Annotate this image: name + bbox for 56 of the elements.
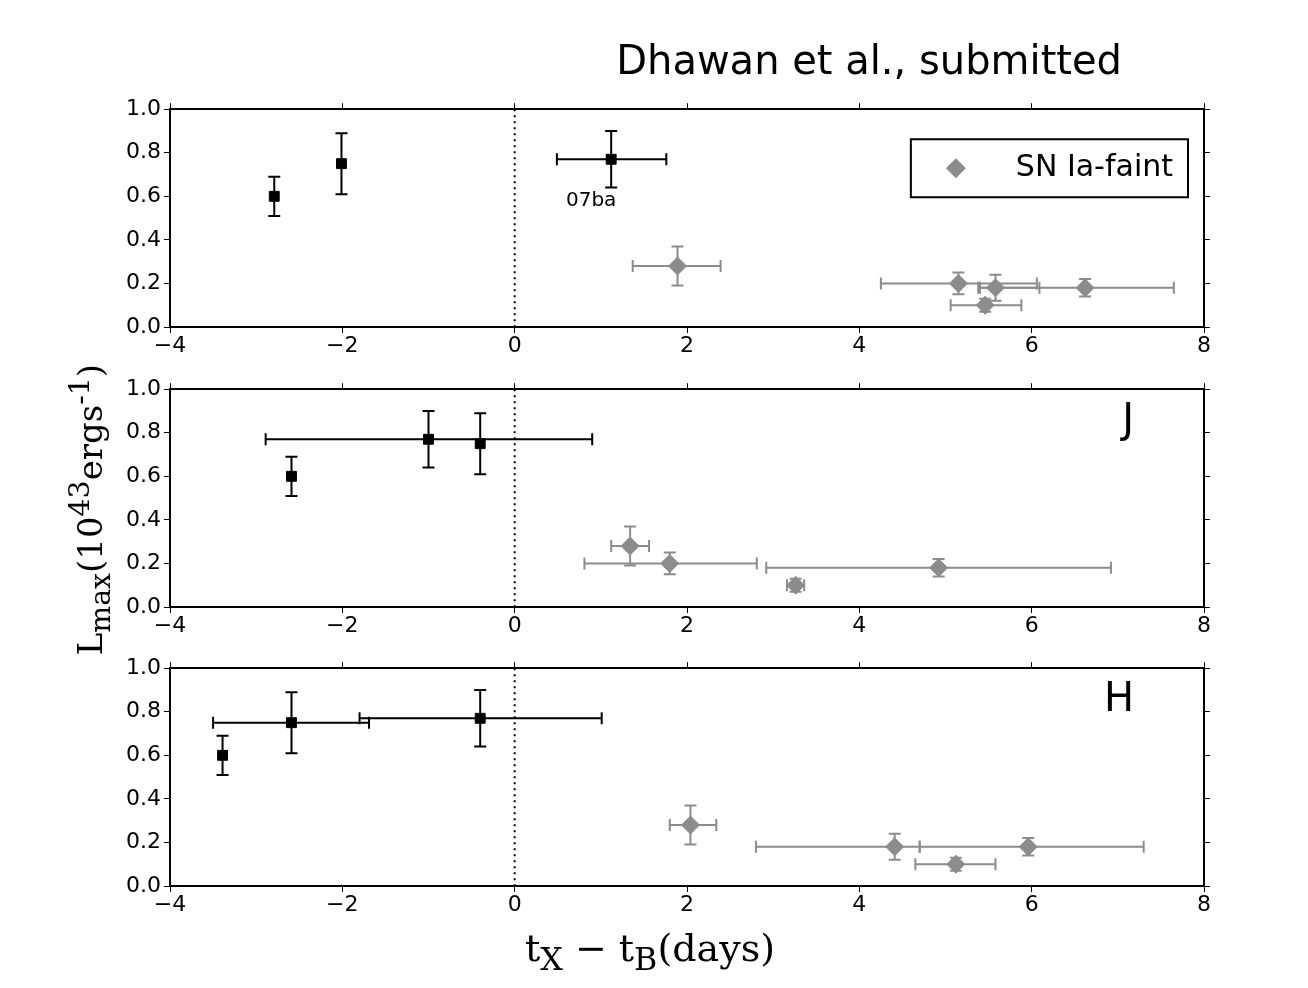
y-tick-label: 0.6 [126,462,161,488]
y-tick-label: 0.6 [126,182,161,208]
point [286,717,297,729]
point [217,749,229,761]
annotation: J [1119,394,1134,441]
y-tick-label: 0.4 [126,505,161,531]
y-tick-label: 0.4 [126,784,161,810]
y-tick-label: 0.0 [126,312,161,338]
point [336,158,347,170]
y-tick-label: 0.4 [126,225,161,251]
x-tick-label: −2 [326,890,359,916]
x-tick-label: 6 [1024,890,1039,916]
x-tick-label: 4 [852,611,867,637]
legend-label: SN Ia-faint [1015,148,1174,183]
x-tick-label: 0 [507,611,522,637]
point [985,278,1005,298]
point [286,470,297,482]
x-tick-label: 2 [680,890,694,916]
y-tick-label: 0.0 [126,871,161,897]
x-tick-label: 0 [507,890,522,916]
y-tick-label: 0.0 [126,592,161,618]
x-tick-label: 4 [852,331,867,357]
annotation: H [1103,673,1134,720]
point [620,536,640,556]
y-tick-label: 0.8 [126,697,161,723]
x-axis-title: t$_{X}$ − t$_{B}$(days) [524,926,776,977]
x-tick-label: 6 [1024,331,1039,357]
point [423,433,434,445]
x-tick-label: 4 [852,890,867,916]
x-tick-label: 2 [680,331,694,357]
y-tick-label: 0.8 [126,418,161,444]
y-tick-label: 0.6 [126,741,161,767]
point [605,153,617,165]
point [668,256,688,276]
x-tick-label: 8 [1197,890,1211,916]
x-tick-label: −2 [326,331,359,357]
point [474,712,486,724]
x-tick-label: 8 [1197,331,1211,357]
y-tick-label: 0.8 [126,138,161,164]
y-tick-label: 0.2 [126,269,161,295]
y-tick-label: 1.0 [126,374,161,400]
y-tick-label: 0.2 [126,549,161,575]
x-tick-label: −2 [326,611,359,637]
chart-title: Dhawan et al., submitted [616,37,1122,83]
point [680,815,700,835]
y-tick-label: 1.0 [126,653,161,679]
x-tick-label: 0 [507,331,522,357]
point [474,438,486,450]
y-tick-label: 1.0 [126,94,161,120]
x-tick-label: 6 [1024,611,1039,637]
x-tick-label: 2 [680,611,694,637]
x-tick-label: 8 [1197,611,1211,637]
point [885,837,905,857]
annotation: 07ba [565,187,617,212]
point [268,190,280,202]
y-tick-label: 0.2 [126,828,161,854]
